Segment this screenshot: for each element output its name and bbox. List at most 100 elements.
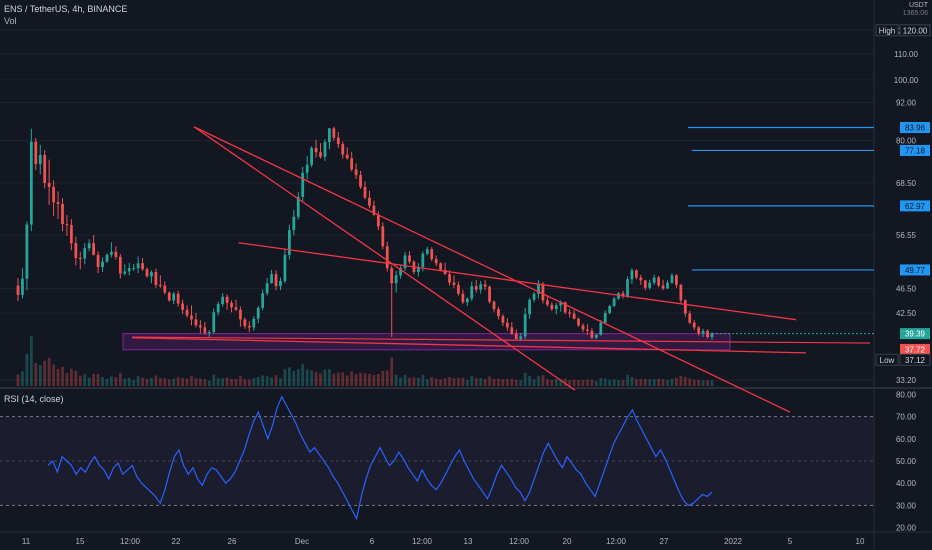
price-badge-tag bbox=[875, 353, 899, 366]
candle-body bbox=[572, 313, 576, 319]
volume-bar bbox=[328, 369, 331, 386]
currency-label: USDT 1365:06 bbox=[903, 2, 928, 18]
candle-body bbox=[497, 309, 500, 317]
trendline bbox=[238, 242, 797, 321]
volume-bar bbox=[274, 375, 278, 386]
candle-body bbox=[354, 169, 358, 176]
volume-bar bbox=[519, 380, 523, 386]
volume-bar bbox=[123, 378, 127, 386]
candle-body bbox=[261, 293, 265, 308]
candle-body bbox=[70, 224, 73, 244]
candle-body bbox=[657, 277, 660, 286]
volume-bar bbox=[305, 369, 309, 386]
volume-bar bbox=[145, 379, 149, 386]
candle-body bbox=[550, 304, 554, 310]
volume-bar bbox=[163, 378, 167, 386]
volume-bar bbox=[221, 378, 225, 386]
volume-bar bbox=[381, 370, 385, 386]
volume-bar bbox=[546, 379, 549, 386]
rsi-line bbox=[47, 395, 713, 521]
candle-body bbox=[56, 202, 60, 205]
volume-bar bbox=[679, 375, 683, 386]
price-tick-label: 110.00 bbox=[894, 50, 918, 59]
volume-bar bbox=[537, 376, 540, 386]
candle-body bbox=[701, 330, 705, 334]
volume-bar bbox=[323, 369, 327, 386]
volume-bar bbox=[417, 377, 420, 386]
rsi-indicator-label: RSI (14, close) bbox=[4, 394, 64, 404]
candle-body bbox=[688, 313, 692, 323]
candle-body bbox=[679, 284, 683, 301]
rsi-tick-label: 80.00 bbox=[896, 390, 917, 399]
candle-body bbox=[652, 277, 656, 283]
candle-body bbox=[470, 286, 474, 299]
volume-bar bbox=[34, 363, 38, 386]
candle-body bbox=[692, 322, 696, 328]
candle-body bbox=[319, 152, 322, 157]
candle-body bbox=[706, 330, 709, 338]
time-tick-label: 11 bbox=[22, 537, 31, 546]
price-badge bbox=[900, 200, 930, 212]
volume-bar bbox=[599, 377, 603, 386]
volume-bar bbox=[408, 377, 411, 386]
time-tick-label: 13 bbox=[464, 537, 473, 546]
volume-bar bbox=[572, 379, 576, 386]
candle-body bbox=[87, 243, 91, 249]
price-badge-tag-text: High bbox=[879, 26, 895, 35]
volume-bar bbox=[452, 378, 456, 386]
trendline bbox=[131, 336, 871, 344]
volume-bar bbox=[154, 375, 158, 386]
currency-text: USDT bbox=[908, 2, 928, 9]
candle-body bbox=[399, 268, 402, 276]
candle-body bbox=[127, 268, 131, 272]
volume-bar bbox=[675, 377, 678, 386]
candle-body bbox=[514, 333, 518, 340]
volume-bar bbox=[421, 374, 425, 386]
candle-body bbox=[305, 164, 309, 173]
volume-bar bbox=[199, 378, 202, 386]
candle-body bbox=[118, 256, 122, 274]
volume-bar bbox=[265, 376, 269, 386]
volume-bar bbox=[256, 377, 260, 386]
candle-body bbox=[292, 216, 296, 231]
volume-bar bbox=[296, 369, 300, 386]
volume-bar bbox=[581, 380, 585, 386]
time-tick-label: 10 bbox=[856, 537, 865, 546]
candle-body bbox=[541, 283, 545, 301]
candle-body bbox=[537, 283, 540, 294]
volume-bar bbox=[443, 378, 447, 386]
candle-body bbox=[381, 226, 385, 247]
candle-body bbox=[430, 249, 434, 260]
volume-bar bbox=[203, 378, 207, 386]
candle-body bbox=[25, 224, 29, 279]
candle-body bbox=[185, 309, 189, 316]
price-badge bbox=[899, 24, 931, 37]
volume-bar bbox=[474, 378, 478, 386]
volume-bar bbox=[283, 368, 287, 386]
volume-bar bbox=[185, 378, 189, 386]
candle-body bbox=[666, 282, 669, 289]
trendline bbox=[131, 337, 807, 354]
candle-body bbox=[256, 307, 260, 319]
volume-bar bbox=[368, 373, 371, 386]
candle-body bbox=[675, 275, 678, 285]
volume-bar bbox=[96, 373, 100, 386]
candle-body bbox=[29, 141, 33, 225]
time-tick-label: 6 bbox=[370, 537, 375, 546]
candle-body bbox=[310, 147, 313, 165]
volume-bar bbox=[590, 379, 594, 386]
volume-bar bbox=[425, 379, 429, 386]
volume-bar bbox=[523, 372, 527, 386]
time-tick-label: 12:00 bbox=[412, 537, 433, 546]
volume-bar bbox=[359, 372, 362, 386]
volume-bar bbox=[390, 357, 394, 386]
volume-bar bbox=[239, 376, 242, 386]
price-badge bbox=[900, 328, 930, 340]
volume-bar bbox=[652, 379, 656, 386]
candle-body bbox=[350, 158, 354, 170]
volume-bar bbox=[376, 373, 380, 386]
candle-body bbox=[279, 280, 282, 287]
candle-body bbox=[172, 293, 176, 301]
price-tick-label: 68.50 bbox=[896, 179, 917, 188]
